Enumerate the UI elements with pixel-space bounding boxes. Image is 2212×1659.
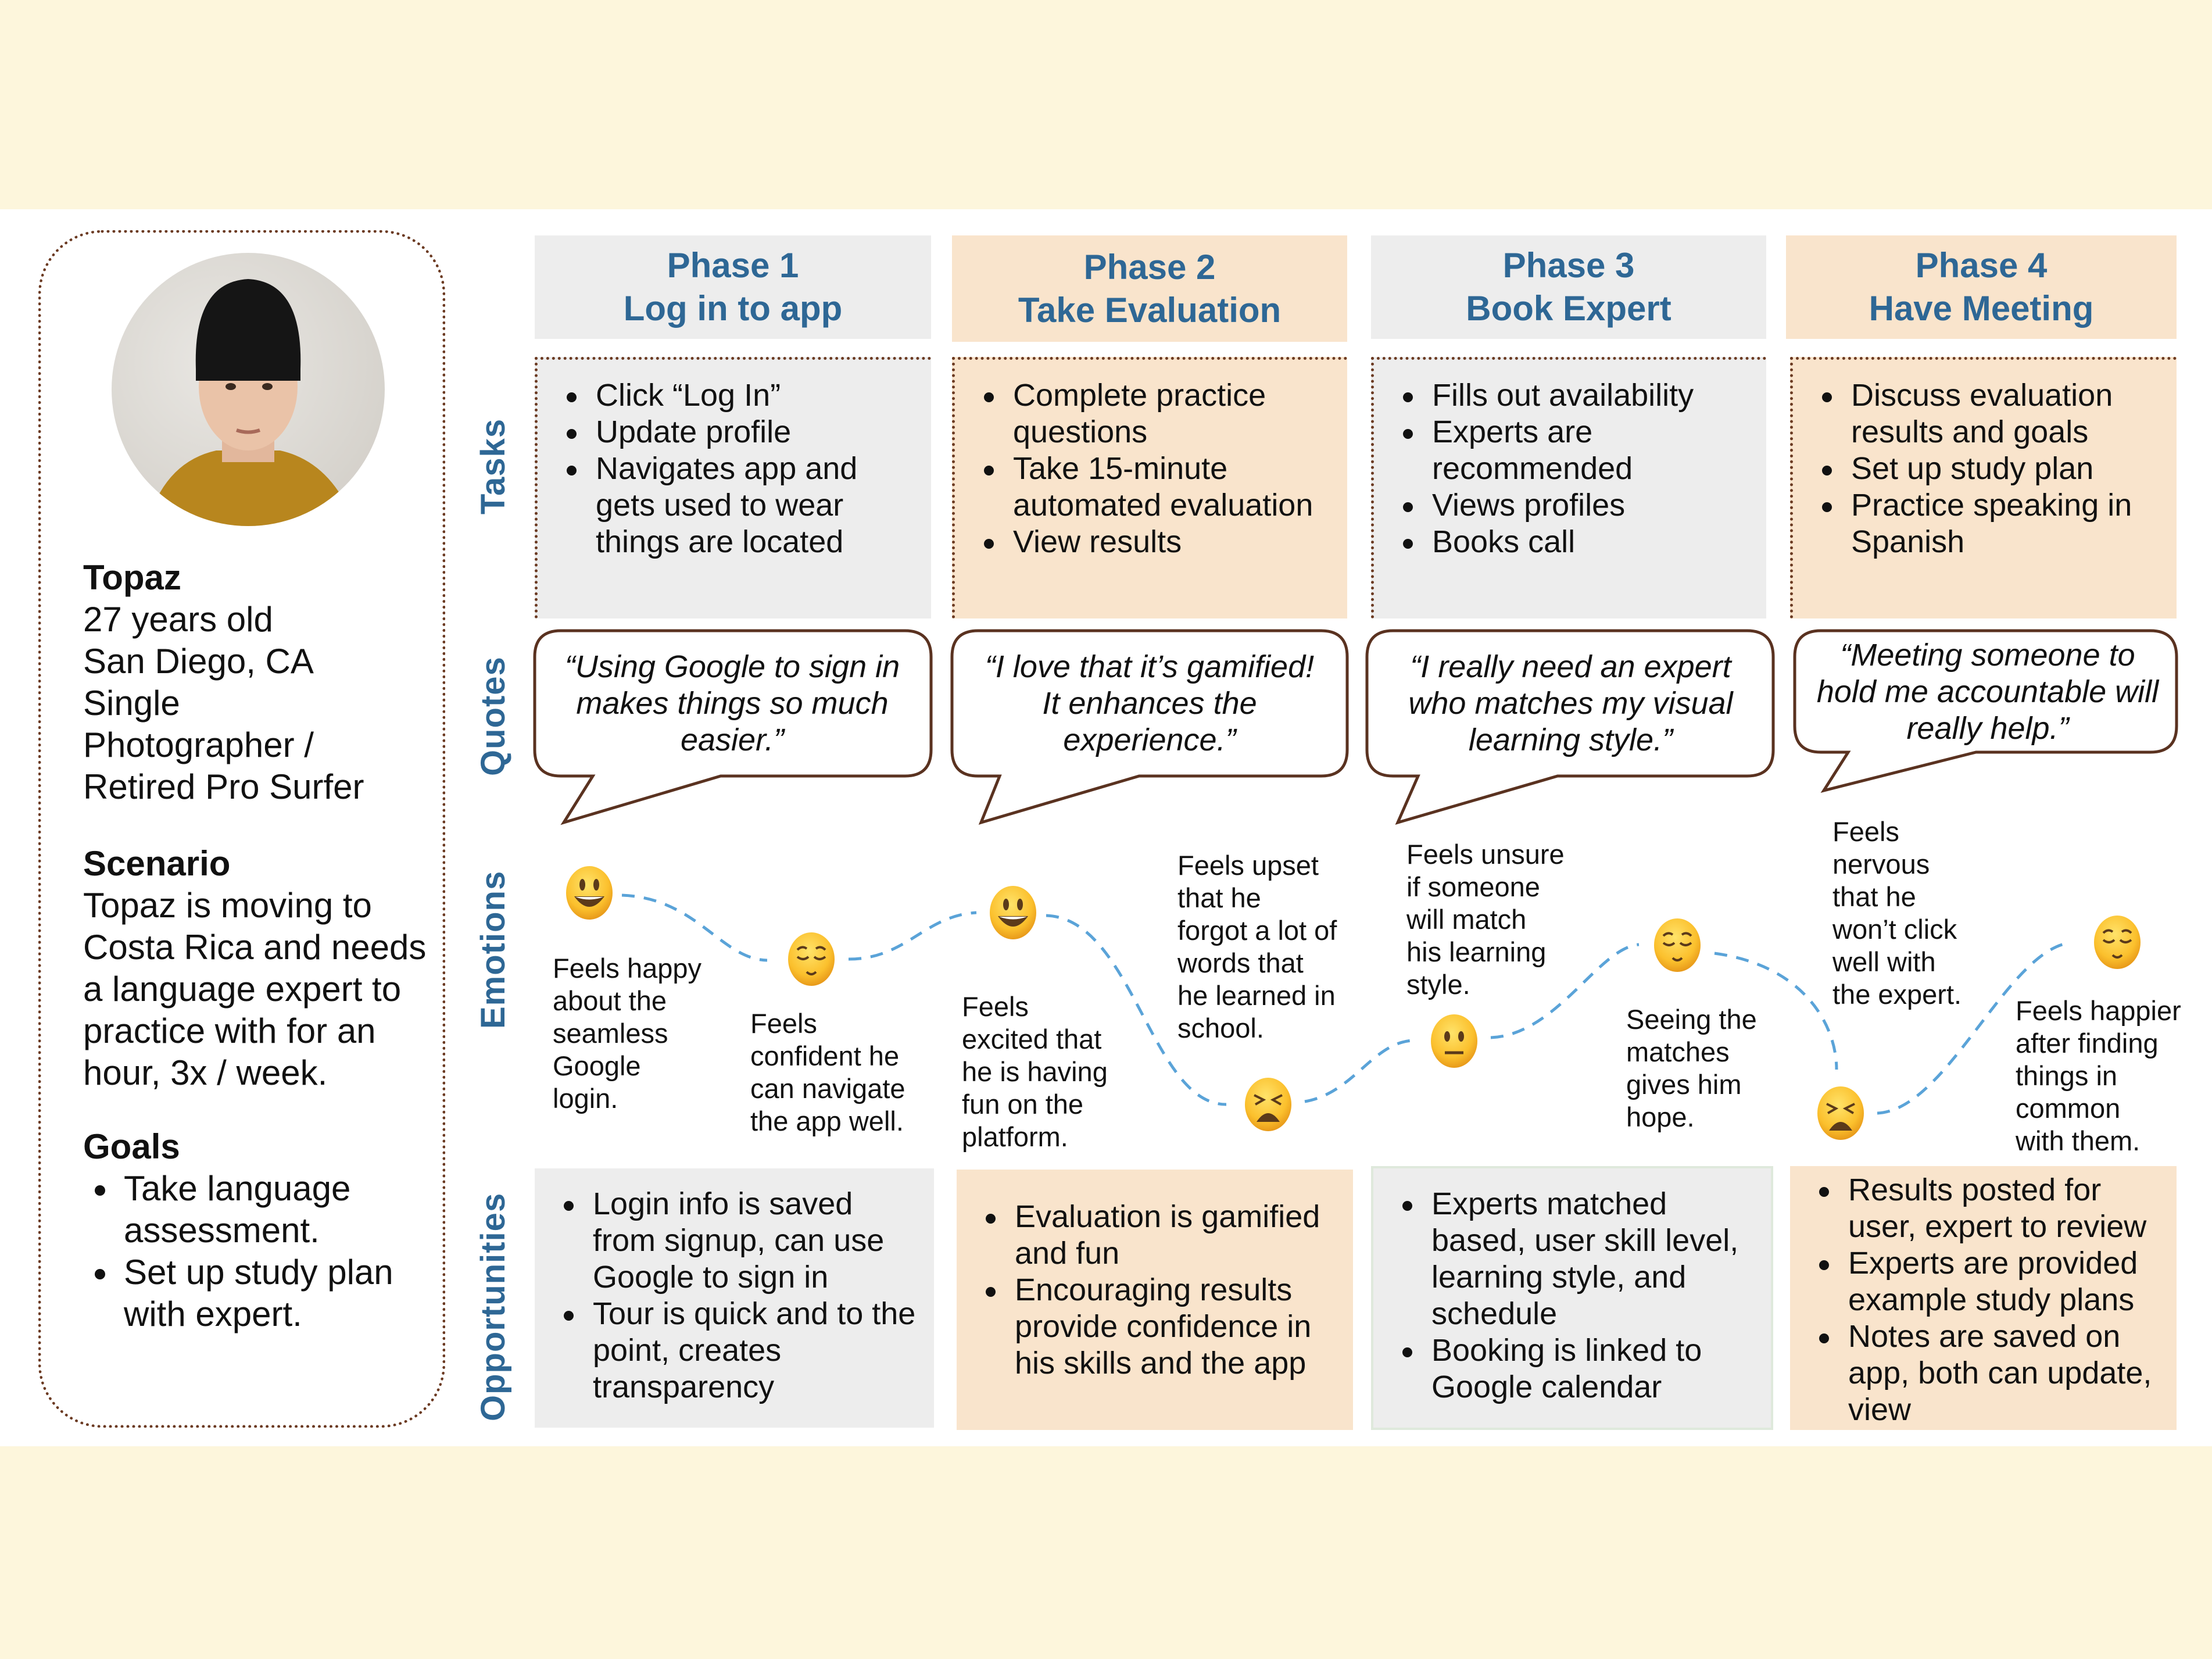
- emotion-label: Seeing the matches gives him hope.: [1626, 1004, 1757, 1132]
- persona-card: [38, 230, 445, 1428]
- quote-bubble-4: [1793, 629, 2178, 793]
- goals-title: Goals: [83, 1127, 180, 1166]
- task-item: Complete practice questions: [972, 377, 1336, 450]
- emotion-curve-segment: [1046, 914, 1227, 1106]
- task-item: Set up study plan: [1810, 450, 2165, 487]
- persona-detail: Retired Pro Surfer: [83, 767, 364, 806]
- emoji-neutral-icon: [1431, 1014, 1477, 1068]
- persona-info: Topaz 27 years old San Diego, CA Single …: [83, 557, 432, 1335]
- goal-item: Set up study plan with expert.: [83, 1252, 432, 1335]
- emotion-curve-segment: [1304, 1039, 1413, 1103]
- task-item: Take 15-minute automated evaluation: [972, 450, 1336, 524]
- emotion-curve-segment: [1714, 952, 1838, 1070]
- phase-title: Take Evaluation: [1018, 290, 1282, 330]
- emotion-label: Feels confident he can navigate the app …: [750, 1008, 905, 1136]
- emoji-relieved-icon: [2094, 916, 2141, 969]
- phase-4-tasks: Discuss evaluation results and goals Set …: [1790, 357, 2177, 618]
- phase-title: Log in to app: [623, 289, 843, 328]
- phase-1-quote: “Using Google to sign in makes things so…: [564, 649, 900, 757]
- phase-4-opportunities: Results posted for user, expert to revie…: [1790, 1166, 2177, 1430]
- emoji-weary-icon: [1245, 1078, 1291, 1131]
- phase-label: Phase 4: [1915, 246, 2048, 285]
- opportunity-item: Experts matched based, user skill level,…: [1391, 1186, 1759, 1332]
- task-item: Click “Log In”: [555, 377, 919, 414]
- task-item: Update profile: [555, 414, 919, 450]
- phase-1-tasks: Click “Log In” Update profile Navigates ap…: [535, 357, 931, 618]
- persona-photo: [112, 253, 385, 526]
- phase-title: Book Expert: [1466, 289, 1671, 328]
- phase-label: Phase 2: [1083, 247, 1216, 287]
- emotion-label: Feels excited that he is having fun on t…: [962, 991, 1108, 1152]
- emotion-label: Feels unsure if someone will match his l…: [1406, 839, 1565, 1000]
- emotion-curve-segment: [1490, 943, 1640, 1039]
- opportunity-item: Notes are saved on app, both can update,…: [1807, 1318, 2165, 1428]
- emoji-grinning-icon: [566, 866, 613, 920]
- phase-3-quote: “I really need an expert who matches my …: [1408, 649, 1733, 757]
- opportunity-item: Experts are provided example study plans: [1807, 1245, 2165, 1318]
- phase-2-quote: “I love that it’s gamified! It enhances …: [985, 649, 1315, 757]
- scenario-text: Topaz is moving to Costa Rica and needs …: [83, 886, 427, 1092]
- phase-4-quote: “Meeting someone to hold me accountable …: [1816, 637, 2159, 746]
- opportunity-item: Booking is linked to Google calendar: [1391, 1332, 1759, 1406]
- opportunity-item: Tour is quick and to the point, creates …: [552, 1296, 922, 1406]
- phase-1-header: Phase 1 Log in to app: [535, 235, 931, 339]
- emotion-label: Feels happy about the seamless Google lo…: [553, 953, 702, 1114]
- emoji-relieved-icon: [788, 932, 835, 986]
- bottom-band: [0, 1446, 2212, 1659]
- opportunity-item: Results posted for user, expert to revie…: [1807, 1172, 2165, 1245]
- phase-2-header: Phase 2 Take Evaluation: [952, 235, 1347, 342]
- phase-1-opportunities: Login info is saved from signup, can use…: [535, 1168, 934, 1428]
- persona-detail: San Diego, CA: [83, 642, 314, 681]
- emotion-label: Feels upset that he forgot a lot of word…: [1177, 850, 1337, 1043]
- emotion-curve-segment: [621, 893, 768, 962]
- quote-bubble-2: [950, 629, 1349, 825]
- opportunity-item: Login info is saved from signup, can use…: [552, 1186, 922, 1296]
- opportunity-item: Encouraging results provide confidence i…: [974, 1272, 1341, 1382]
- task-item: View results: [972, 524, 1336, 560]
- opportunity-item: Evaluation is gamified and fun: [974, 1199, 1341, 1272]
- task-item: Navigates app and gets used to wear thin…: [555, 450, 919, 560]
- phase-4-header: Phase 4 Have Meeting: [1786, 235, 2177, 339]
- phase-label: Phase 1: [667, 246, 799, 285]
- task-item: Experts are recommended: [1391, 414, 1755, 487]
- phase-2-tasks: Complete practice questions Take 15-minut…: [952, 357, 1347, 618]
- goals-list: Take language assessment. Set up study p…: [83, 1168, 432, 1335]
- task-item: Practice speaking in Spanish: [1810, 487, 2165, 560]
- phase-label: Phase 3: [1502, 246, 1635, 285]
- persona-detail: Photographer /: [83, 725, 314, 764]
- persona-name: Topaz: [83, 558, 181, 597]
- emotion-label: Feels happier after finding things in co…: [2016, 995, 2181, 1156]
- goal-item: Take language assessment.: [83, 1168, 432, 1252]
- persona-detail: Single: [83, 684, 180, 723]
- emoji-weary-icon: [1817, 1086, 1864, 1140]
- emotion-curve-segment: [1877, 941, 2070, 1115]
- phase-3-tasks: Fills out availability Experts are recomm…: [1371, 357, 1766, 618]
- emoji-relieved-icon: [1654, 918, 1701, 972]
- task-item: Views profiles: [1391, 487, 1755, 524]
- phase-title: Have Meeting: [1869, 289, 2094, 328]
- quote-bubble-1: [533, 629, 933, 825]
- phase-2-opportunities: Evaluation is gamified and fun Encouragin…: [957, 1170, 1353, 1430]
- emoji-grinning-icon: [990, 886, 1036, 939]
- top-band: [0, 0, 2212, 209]
- phase-3-opportunities: Experts matched based, user skill level,…: [1371, 1166, 1773, 1430]
- task-item: Discuss evaluation results and goals: [1810, 377, 2165, 450]
- emotion-label: Feels nervous that he won’t click well w…: [1832, 816, 1962, 1010]
- quote-bubble-3: [1365, 629, 1775, 825]
- task-item: Books call: [1391, 524, 1755, 560]
- scenario-title: Scenario: [83, 844, 231, 883]
- task-item: Fills out availability: [1391, 377, 1755, 414]
- emotion-curve-segment: [848, 911, 977, 961]
- persona-detail: 27 years old: [83, 600, 273, 639]
- phase-3-header: Phase 3 Book Expert: [1371, 235, 1766, 339]
